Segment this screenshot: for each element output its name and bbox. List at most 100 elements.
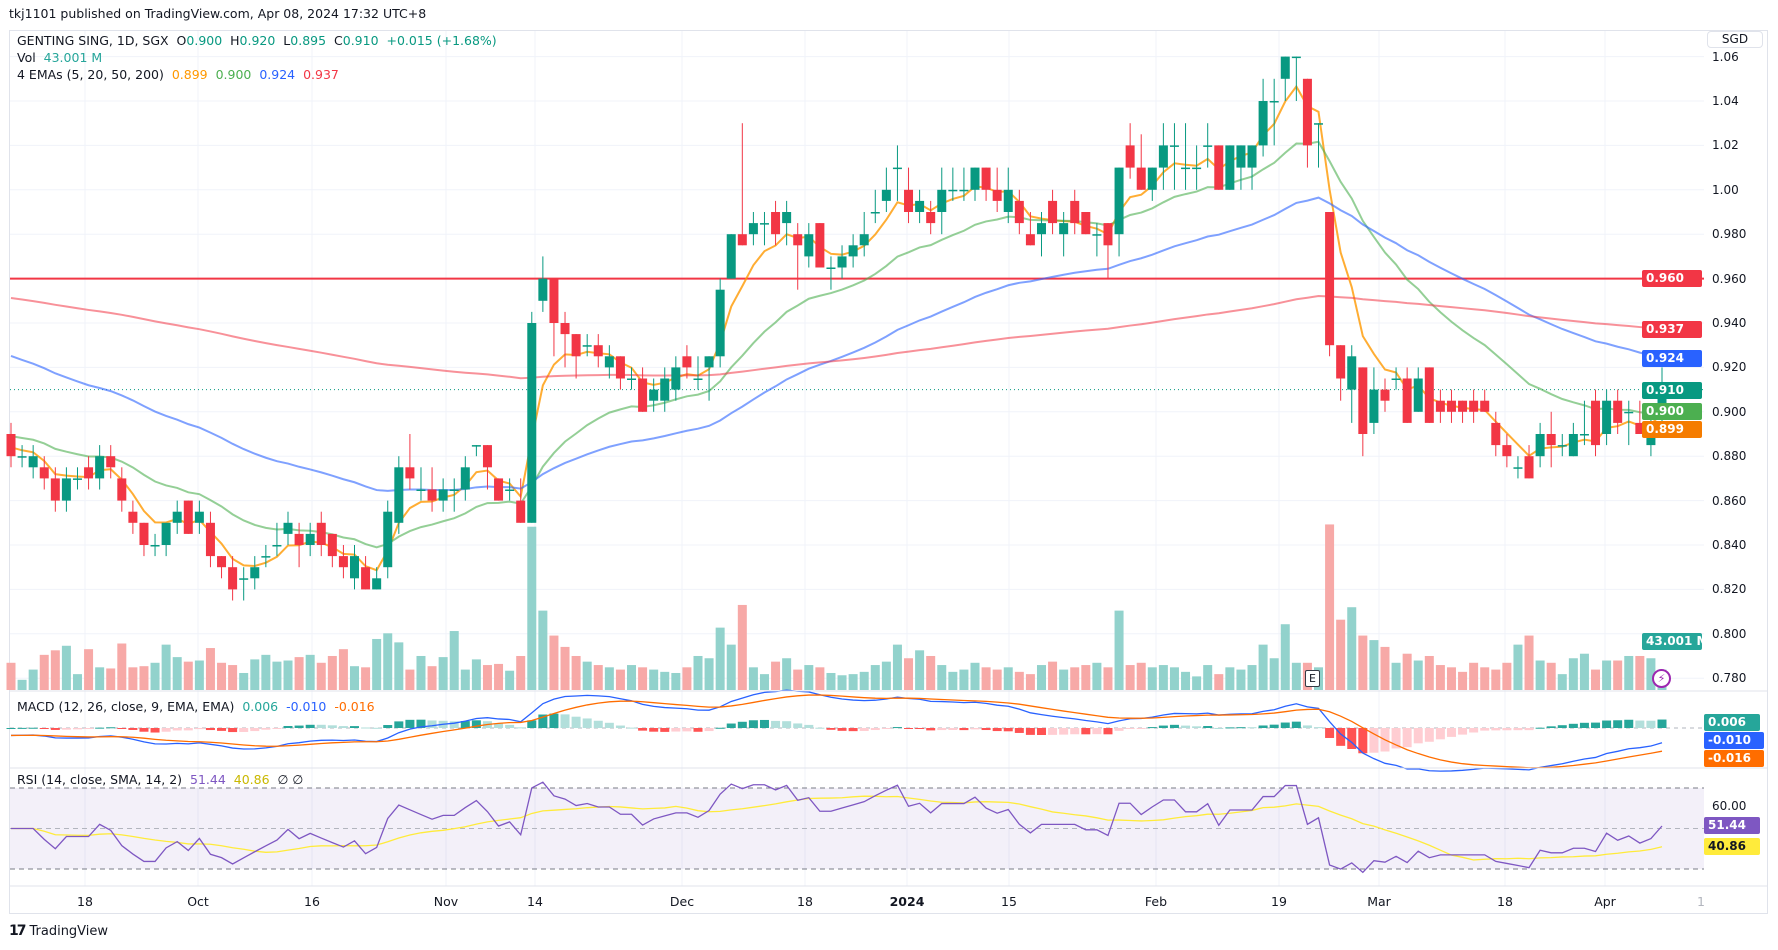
chart-frame (9, 30, 1768, 914)
macd-legend[interactable]: MACD (12, 26, close, 9, EMA, EMA) 0.006 … (17, 699, 375, 714)
macd-histogram-bar (161, 728, 171, 732)
time-label: 2024 (889, 894, 925, 909)
candle-body (593, 345, 603, 357)
candle-body (117, 478, 127, 501)
macd-histogram-bar (449, 721, 459, 728)
currency-button[interactable]: SGD (1707, 31, 1763, 48)
candle-body (239, 578, 249, 580)
volume-bar (39, 654, 49, 690)
macd-histogram-bar (1003, 728, 1013, 732)
macd-histogram-bar (881, 728, 891, 729)
volume-bar (992, 669, 1002, 690)
macd-histogram-bar (981, 728, 991, 731)
footer-brand[interactable]: 17 TradingView (9, 923, 108, 939)
candle-body (604, 356, 614, 368)
macd-histogram-bar (1014, 728, 1024, 733)
time-label: 19 (1271, 894, 1287, 909)
macd-histogram-bar (1169, 724, 1179, 728)
price-tick: 0.840 (1712, 538, 1747, 552)
volume-bar (815, 667, 825, 690)
volume-bar (593, 665, 603, 690)
macd-histogram-bar (250, 728, 260, 732)
macd-histogram-bar (726, 723, 736, 728)
volume-bar (638, 667, 648, 690)
macd-signal-label: -0.016 (1704, 750, 1764, 767)
macd-histogram-bar (505, 724, 515, 728)
candle-body (793, 234, 803, 246)
candles (6, 56, 1667, 601)
macd-line (10, 689, 1663, 772)
candle-body (1657, 389, 1667, 412)
macd-histogram-bar (1092, 728, 1102, 735)
volume-bar (372, 638, 382, 690)
candle-body (1635, 422, 1645, 434)
volume-bar (1369, 640, 1379, 690)
volume-bar (970, 662, 980, 690)
volume-bar (1624, 655, 1634, 690)
macd-histogram-bar (948, 728, 958, 730)
volume-bar (383, 633, 393, 690)
volume-bar (704, 658, 714, 690)
macd-histogram-bar (1347, 728, 1357, 749)
volume-bar (881, 661, 891, 690)
macd-histogram-bar (405, 719, 415, 728)
volume-bar (571, 655, 581, 690)
earnings-marker[interactable]: E (1305, 670, 1320, 687)
candle-body (294, 533, 304, 545)
macd-histogram-bar (1446, 728, 1456, 737)
candle-body (1036, 223, 1046, 235)
macd-histogram-bar (72, 728, 82, 730)
candle-body (416, 489, 426, 491)
macd-histogram-bar (649, 728, 659, 732)
volume-bar (759, 674, 769, 690)
rsi-line (11, 781, 1663, 874)
price-tick: 0.980 (1712, 227, 1747, 242)
macd-histogram-bar (782, 721, 792, 728)
price-tick: 0.820 (1712, 582, 1747, 597)
symbol-legend[interactable]: GENTING SING, 1D, SGX O0.900 H0.920 L0.8… (17, 33, 497, 48)
macd-histogram-bar (1236, 727, 1246, 729)
candle-body (1524, 456, 1534, 479)
candle-body (1557, 445, 1567, 447)
ema-lines (10, 84, 1663, 572)
candle-body (693, 378, 703, 380)
price-tick: 1.00 (1712, 182, 1739, 197)
price-tick: 1.06 (1712, 49, 1739, 64)
volume-value: 43.001 M (43, 50, 103, 65)
macd-histogram-bar (1635, 720, 1645, 728)
macd-histogram-bar (959, 728, 969, 731)
volume-bar (1181, 671, 1191, 690)
macd-signal-line (10, 694, 1663, 769)
volume-bar (671, 672, 681, 690)
macd-histogram-bar (571, 716, 581, 728)
volume-bar (848, 674, 858, 690)
volume-bar (604, 667, 614, 690)
rsi-legend[interactable]: RSI (14, close, SMA, 14, 2) 51.44 40.86 … (17, 772, 303, 787)
candle-body (17, 456, 27, 458)
macd-histogram-bar (793, 723, 803, 728)
macd-histogram-bar (815, 727, 825, 729)
candle-body (1358, 367, 1368, 434)
volume-bar (1336, 619, 1346, 690)
macd-histogram-bar (383, 725, 393, 728)
candle-body (1192, 167, 1202, 170)
candle-body (471, 445, 481, 447)
macd-histogram-bar (759, 719, 769, 728)
candle-body (1181, 167, 1191, 170)
candle-body (627, 378, 637, 380)
volume-bar (826, 672, 836, 690)
candle-body (305, 533, 315, 545)
volume-bar (1480, 667, 1490, 690)
macd-histogram-bar (1413, 728, 1423, 744)
volume-bar (84, 649, 94, 690)
ema-legend[interactable]: 4 EMAs (5, 20, 50, 200) 0.899 0.900 0.92… (17, 67, 339, 82)
volume-legend[interactable]: Vol 43.001 M (17, 50, 102, 65)
volume-bars (6, 524, 1667, 690)
candle-body (172, 511, 182, 523)
published-caption: tkj1101 published on TradingView.com, Ap… (9, 6, 427, 21)
volume-bar (106, 668, 116, 690)
macd-histogram-bar (638, 728, 648, 731)
lightning-icon[interactable]: ⚡ (1652, 669, 1671, 688)
candle-body (826, 267, 836, 269)
